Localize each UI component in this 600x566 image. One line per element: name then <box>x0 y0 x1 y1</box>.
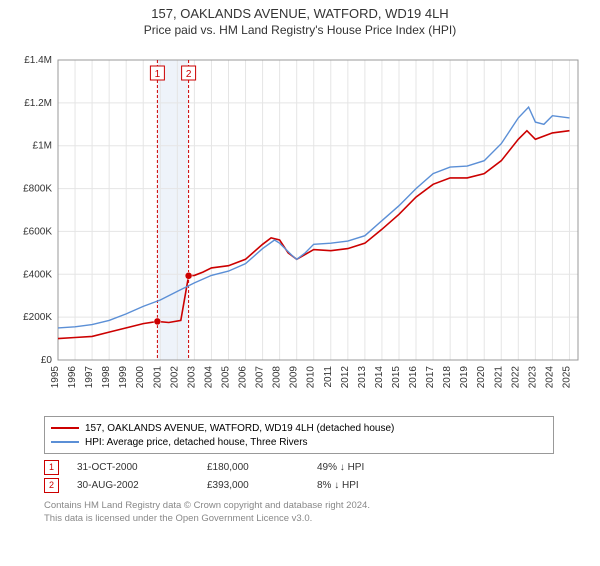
svg-text:1995: 1995 <box>50 366 61 389</box>
svg-text:2002: 2002 <box>169 366 180 389</box>
svg-text:2023: 2023 <box>527 366 538 389</box>
svg-text:2024: 2024 <box>544 366 555 389</box>
footer-attribution: Contains HM Land Registry data © Crown c… <box>44 500 564 526</box>
svg-text:2006: 2006 <box>238 366 249 389</box>
svg-text:2004: 2004 <box>203 366 214 389</box>
svg-text:2020: 2020 <box>476 366 487 389</box>
marker-badge-1: 1 <box>44 460 59 475</box>
marker-price: £393,000 <box>207 480 317 491</box>
svg-text:2010: 2010 <box>306 366 317 389</box>
marker-table: 1 31-OCT-2000 £180,000 49% ↓ HPI 2 30-AU… <box>44 458 554 494</box>
svg-text:2007: 2007 <box>255 366 266 389</box>
svg-text:£200K: £200K <box>23 312 52 323</box>
svg-text:£1.4M: £1.4M <box>24 55 52 66</box>
svg-text:2019: 2019 <box>459 366 470 389</box>
svg-text:2003: 2003 <box>186 366 197 389</box>
svg-text:2021: 2021 <box>493 366 504 389</box>
marker-row: 2 30-AUG-2002 £393,000 8% ↓ HPI <box>44 476 554 494</box>
svg-text:2009: 2009 <box>289 366 300 389</box>
chart-subtitle: Price paid vs. HM Land Registry's House … <box>0 23 600 37</box>
chart-area: £0 £200K £400K £600K £800K £1M £1.2M £1.4M 1995 1… <box>10 50 590 410</box>
svg-text:2000: 2000 <box>135 366 146 389</box>
svg-text:2008: 2008 <box>272 366 283 389</box>
svg-text:2022: 2022 <box>510 366 521 389</box>
marker-row: 1 31-OCT-2000 £180,000 49% ↓ HPI <box>44 458 554 476</box>
svg-text:1997: 1997 <box>84 366 95 389</box>
svg-text:1: 1 <box>155 69 161 80</box>
marker-badge-2: 2 <box>44 478 59 493</box>
svg-text:2005: 2005 <box>220 366 231 389</box>
svg-text:1999: 1999 <box>118 366 129 389</box>
marker-pct: 49% ↓ HPI <box>317 462 417 473</box>
svg-text:£0: £0 <box>41 355 53 366</box>
svg-text:2011: 2011 <box>323 366 334 388</box>
legend-swatch <box>51 427 79 429</box>
svg-text:£400K: £400K <box>23 269 52 280</box>
legend-swatch <box>51 441 79 443</box>
svg-text:2: 2 <box>186 69 192 80</box>
svg-text:2015: 2015 <box>391 366 402 389</box>
svg-text:1996: 1996 <box>67 366 78 389</box>
footer-line-2: This data is licensed under the Open Gov… <box>44 513 564 526</box>
chart-title: 157, OAKLANDS AVENUE, WATFORD, WD19 4LH <box>0 6 600 21</box>
marker-date: 30-AUG-2002 <box>77 480 207 491</box>
legend-label: 157, OAKLANDS AVENUE, WATFORD, WD19 4LH … <box>85 423 394 434</box>
svg-text:£600K: £600K <box>23 226 52 237</box>
svg-text:2001: 2001 <box>152 366 163 389</box>
legend-item: 157, OAKLANDS AVENUE, WATFORD, WD19 4LH … <box>51 421 547 435</box>
svg-text:2025: 2025 <box>561 366 572 389</box>
svg-text:£1.2M: £1.2M <box>24 98 52 109</box>
legend: 157, OAKLANDS AVENUE, WATFORD, WD19 4LH … <box>44 416 554 454</box>
marker-pct: 8% ↓ HPI <box>317 480 417 491</box>
legend-label: HPI: Average price, detached house, Thre… <box>85 437 308 448</box>
svg-text:£800K: £800K <box>23 184 52 195</box>
svg-text:2017: 2017 <box>425 366 436 389</box>
svg-text:2012: 2012 <box>340 366 351 389</box>
svg-text:£1M: £1M <box>33 141 52 152</box>
svg-text:2013: 2013 <box>357 366 368 389</box>
legend-item: HPI: Average price, detached house, Thre… <box>51 435 547 449</box>
svg-text:2016: 2016 <box>408 366 419 389</box>
svg-text:2014: 2014 <box>374 366 385 389</box>
footer-line-1: Contains HM Land Registry data © Crown c… <box>44 500 564 513</box>
line-chart-svg: £0 £200K £400K £600K £800K £1M £1.2M £1.4M 1995 1… <box>10 50 590 410</box>
svg-text:1998: 1998 <box>101 366 112 389</box>
marker-price: £180,000 <box>207 462 317 473</box>
svg-text:2018: 2018 <box>442 366 453 389</box>
marker-date: 31-OCT-2000 <box>77 462 207 473</box>
